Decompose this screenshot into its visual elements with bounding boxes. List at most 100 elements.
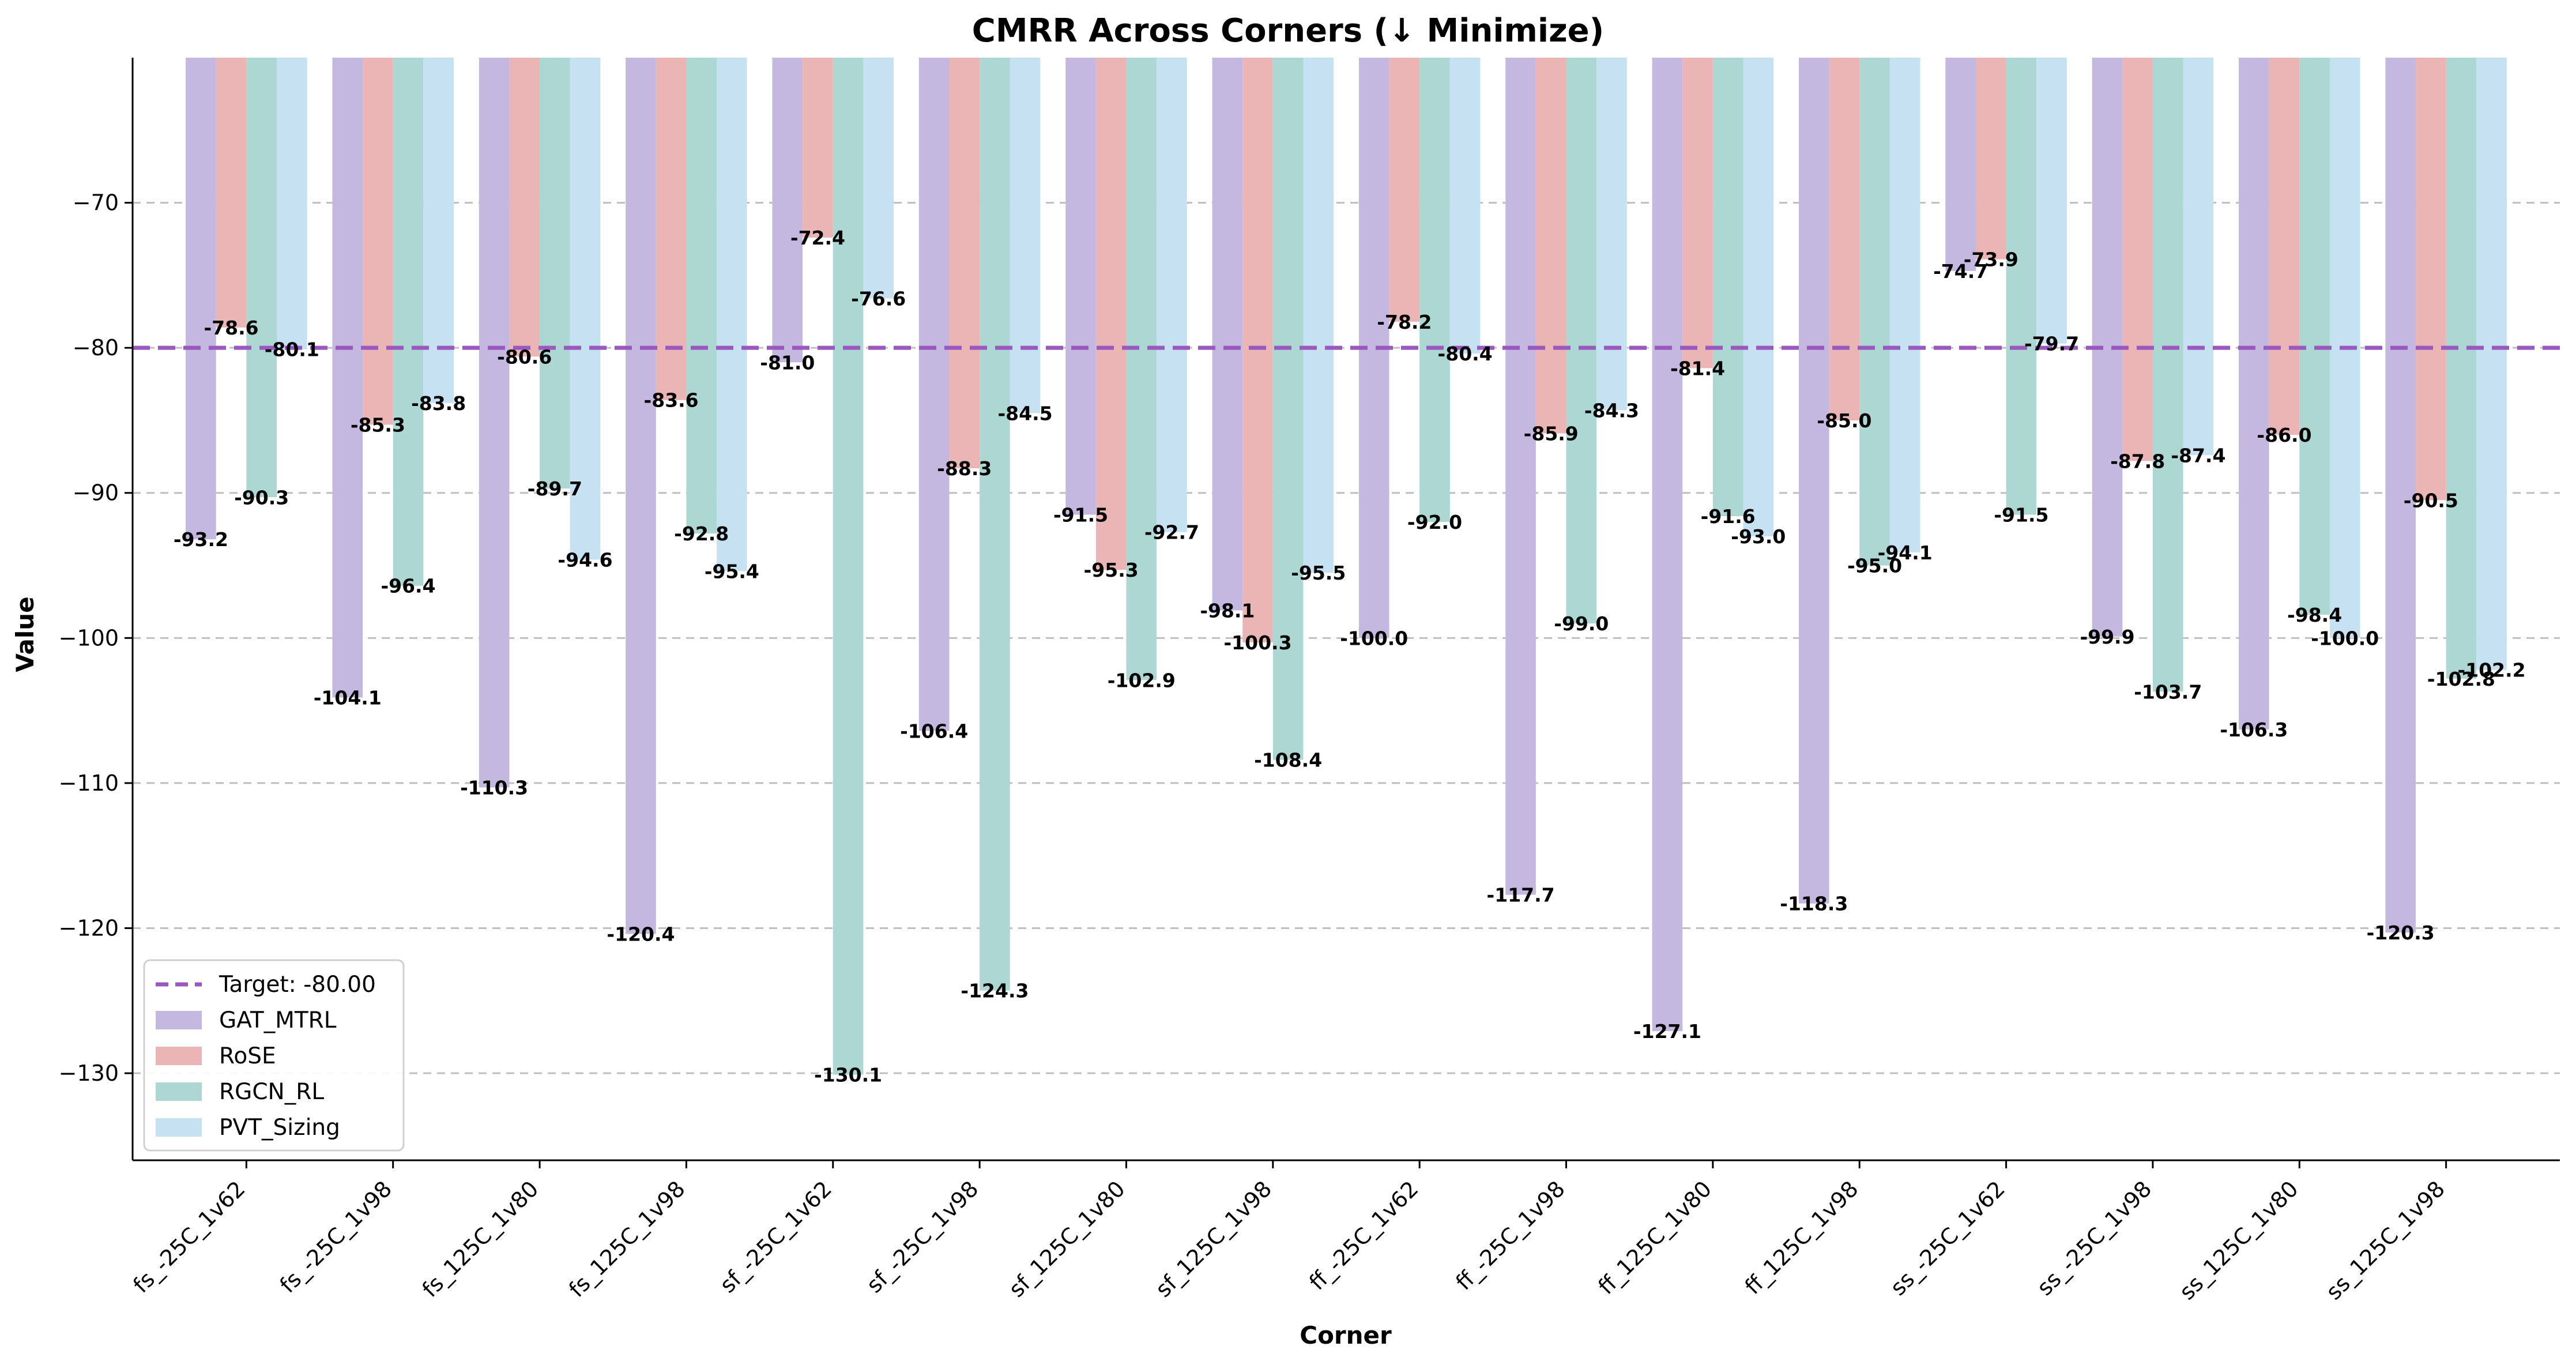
bar [1010,58,1041,413]
bar [363,58,393,425]
bar [570,58,601,560]
data-label: -127.1 [1633,1020,1701,1043]
bar [2385,58,2416,933]
legend-series-label: RoSE [219,1043,276,1069]
legend-swatch [156,1082,202,1101]
bar [656,58,687,400]
data-label: -79.7 [2024,333,2079,355]
bar [1889,58,1920,552]
bar [918,58,950,731]
x-axis-label: Corner [1300,1321,1392,1349]
data-label: -73.9 [1964,249,2018,271]
bar [216,58,247,328]
data-label: -84.5 [997,402,1052,424]
bar [332,58,363,698]
data-label: -81.4 [1670,357,1725,379]
y-tick-label: −70 [73,190,119,216]
bar [2006,58,2037,515]
x-tick-label: fs_125C_1v98 [564,1176,690,1302]
bar [1449,58,1481,354]
bars [186,58,2507,1075]
bar [1272,58,1304,760]
data-label: -72.4 [790,227,845,249]
x-tick-label: fs_-25C_1v98 [275,1176,397,1298]
y-tick-label: −100 [59,625,119,650]
y-tick-label: −110 [59,770,119,796]
data-label: -96.4 [381,575,435,597]
data-label: -76.6 [851,288,906,310]
bar [949,58,980,468]
bar [1743,58,1774,537]
data-label: -92.7 [1144,521,1199,544]
data-label: -83.6 [644,389,699,412]
bar [863,58,894,299]
data-label: -87.8 [2110,450,2165,472]
data-label: -92.8 [674,522,729,545]
data-label: -93.2 [174,528,228,551]
y-axis-label: Value [11,596,39,672]
x-tick-label: ff_-25C_1v62 [1304,1176,1423,1295]
y-tick-label: −90 [73,480,119,506]
x-tick-label: ff_-25C_1v98 [1451,1176,1570,1295]
data-label: -92.0 [1407,511,1462,533]
bar [686,58,717,534]
bar [803,58,833,238]
bar [717,58,747,571]
bar [1566,58,1597,624]
bar [246,58,277,498]
data-label: -89.7 [528,477,582,500]
bar [540,58,570,489]
data-label: -130.1 [814,1064,882,1086]
bar [1859,58,1890,566]
bar [2446,58,2477,679]
data-label: -91.5 [1994,503,2048,526]
data-label: -103.7 [2134,680,2202,703]
data-label: -106.3 [2220,719,2288,741]
data-label: -99.9 [2080,626,2134,648]
bar [1242,58,1273,642]
data-label: -102.9 [1108,669,1176,691]
bar [1652,58,1683,1032]
bar [1596,58,1627,411]
bar [1535,58,1566,434]
bar [1505,58,1536,895]
bar [423,58,454,403]
bar [2036,58,2067,344]
x-tick-label: sf_-25C_1v62 [715,1176,837,1298]
data-label: -95.0 [1847,555,1902,577]
x-tick-label: fs_125C_1v80 [417,1176,544,1302]
data-label: -80.4 [1438,343,1493,365]
bar [1798,58,1829,904]
data-label: -87.4 [2171,444,2225,467]
bar [1126,58,1157,680]
x-tick-label: fs_-25C_1v62 [128,1176,250,1298]
data-label: -120.3 [2367,922,2435,944]
data-label: -90.5 [2404,489,2458,512]
bar [186,58,216,540]
data-label: -88.3 [937,457,992,480]
data-label: -102.2 [2458,659,2526,682]
bar [2416,58,2446,501]
data-label: -124.3 [961,980,1029,1002]
bar [1419,58,1450,522]
bar [2183,58,2214,456]
bar [1682,58,1713,368]
legend-box [143,959,405,1152]
bar [2299,58,2330,615]
bar [1095,58,1127,570]
legend-series-label: GAT_MTRL [219,1007,337,1033]
legend-series-label: RGCN_RL [219,1079,324,1105]
y-tick-label: −130 [59,1061,119,1086]
x-tick-label: ff_125C_1v80 [1594,1176,1717,1299]
data-label: -85.3 [351,413,405,436]
chart-title: CMRR Across Corners (↓ Minimize) [972,12,1605,50]
data-label: -91.6 [1701,505,1756,528]
bar [1065,58,1096,515]
data-label: -86.0 [2257,424,2311,446]
data-label: -78.6 [204,317,258,339]
x-tick-label: ss_-25C_1v98 [2032,1176,2156,1300]
data-label: -85.9 [1524,423,1579,445]
legend-swatch [156,1118,202,1137]
legend: Target: -80.00 GAT_MTRL RoSE RGCN_RL PVT_Siz… [143,959,405,1152]
